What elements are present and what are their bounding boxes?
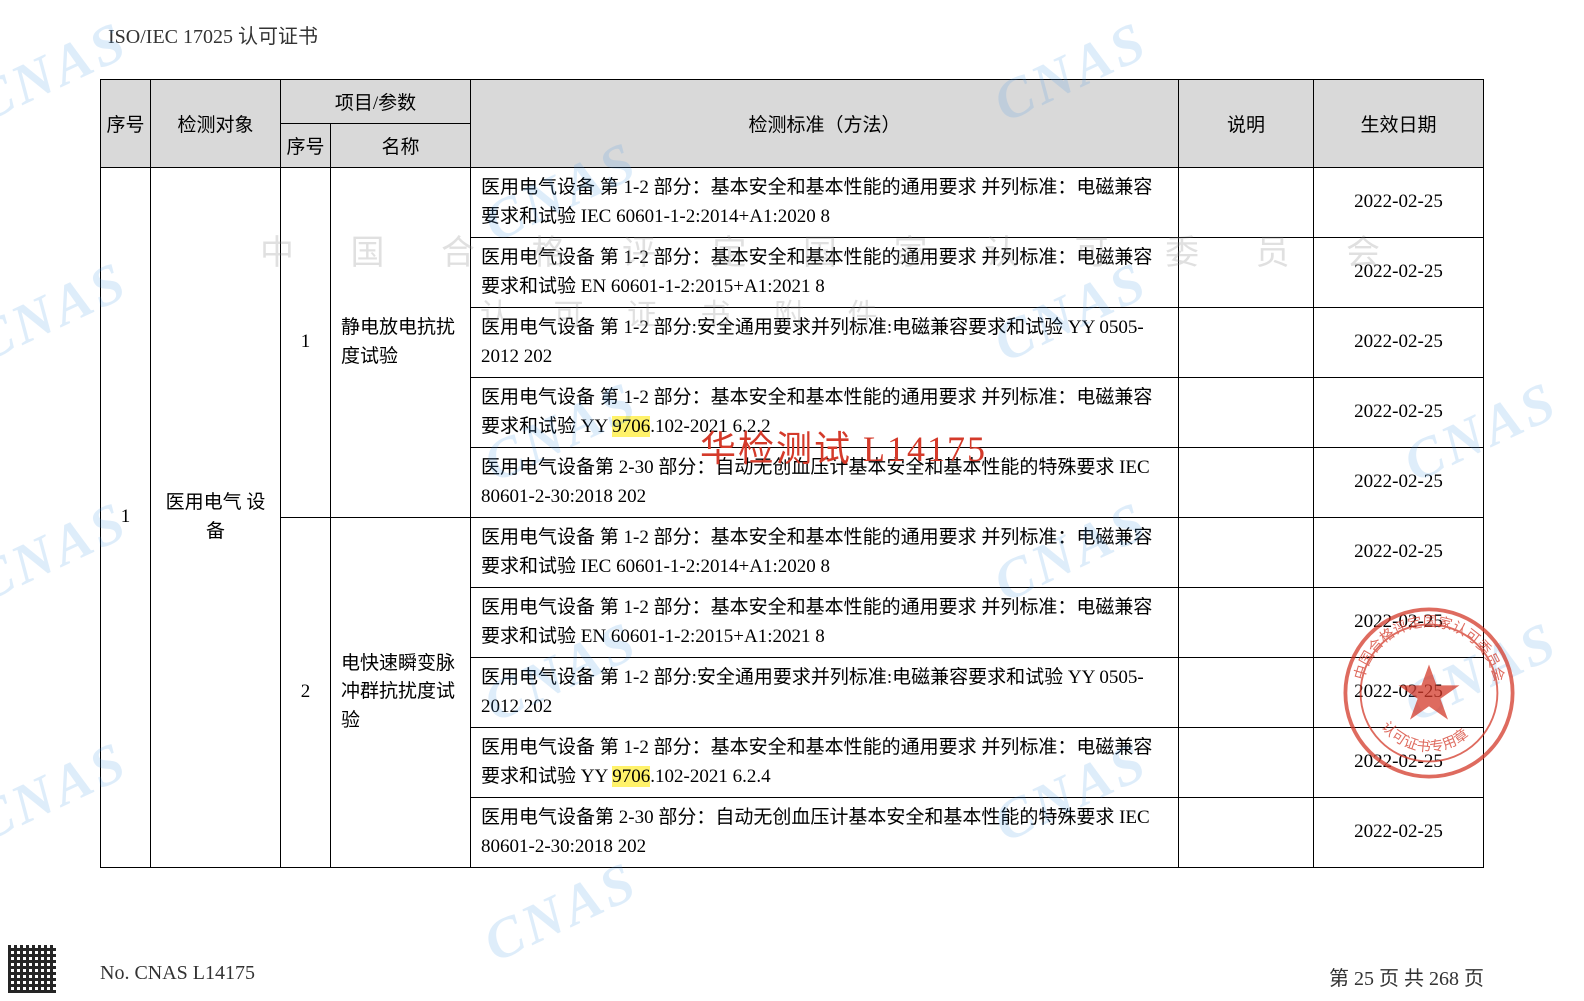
cell-date: 2022-02-25 [1314,588,1484,658]
th-param-name: 名称 [331,124,471,168]
table-body: 1医用电气 设备1静电放电抗扰度试验医用电气设备 第 1-2 部分：基本安全和基… [101,168,1484,868]
cell-date: 2022-02-25 [1314,658,1484,728]
cell-param-name: 电快速瞬变脉冲群抗扰度试验 [331,518,471,868]
cell-param-seq: 2 [281,518,331,868]
cell-standard: 医用电气设备 第 1-2 部分:安全通用要求并列标准:电磁兼容要求和试验 YY … [471,658,1179,728]
doc-title: ISO/IEC 17025 认可证书 [108,20,1484,49]
cell-desc [1179,798,1314,868]
document-page: ISO/IEC 17025 认可证书 CNAS CNAS CNAS CNAS C… [0,0,1584,868]
page-footer: No. CNAS L14175 第 25 页 共 268 页 [0,962,1584,991]
cell-desc [1179,308,1314,378]
cell-date: 2022-02-25 [1314,378,1484,448]
footer-page-no: 第 25 页 共 268 页 [1329,962,1484,991]
highlight-text: 9706 [612,416,650,437]
cell-desc [1179,168,1314,238]
cell-desc [1179,658,1314,728]
footer-cert-no: No. CNAS L14175 [100,962,255,991]
cell-desc [1179,238,1314,308]
cell-desc [1179,588,1314,658]
cell-standard: 医用电气设备 第 1-2 部分：基本安全和基本性能的通用要求 并列标准：电磁兼容… [471,588,1179,658]
cell-standard: 医用电气设备 第 1-2 部分:安全通用要求并列标准:电磁兼容要求和试验 YY … [471,308,1179,378]
cell-standard: 医用电气设备第 2-30 部分：自动无创血压计基本安全和基本性能的特殊要求 IE… [471,448,1179,518]
cell-date: 2022-02-25 [1314,448,1484,518]
cell-desc [1179,378,1314,448]
cell-date: 2022-02-25 [1314,238,1484,308]
table-row: 1医用电气 设备1静电放电抗扰度试验医用电气设备 第 1-2 部分：基本安全和基… [101,168,1484,238]
cell-desc [1179,448,1314,518]
table-row: 2电快速瞬变脉冲群抗扰度试验医用电气设备 第 1-2 部分：基本安全和基本性能的… [101,518,1484,588]
accreditation-table: 序号 检测对象 项目/参数 检测标准（方法） 说明 生效日期 序号 名称 1医用… [100,79,1484,868]
th-standard: 检测标准（方法） [471,80,1179,168]
cell-date: 2022-02-25 [1314,728,1484,798]
cell-date: 2022-02-25 [1314,798,1484,868]
cell-standard: 医用电气设备 第 1-2 部分：基本安全和基本性能的通用要求 并列标准：电磁兼容… [471,728,1179,798]
th-object: 检测对象 [151,80,281,168]
cell-param-name: 静电放电抗扰度试验 [331,168,471,518]
th-seq: 序号 [101,80,151,168]
cell-standard: 医用电气设备 第 1-2 部分：基本安全和基本性能的通用要求 并列标准：电磁兼容… [471,238,1179,308]
table-header: 序号 检测对象 项目/参数 检测标准（方法） 说明 生效日期 序号 名称 [101,80,1484,168]
cell-standard: 医用电气设备 第 1-2 部分：基本安全和基本性能的通用要求 并列标准：电磁兼容… [471,378,1179,448]
th-param-group: 项目/参数 [281,80,471,124]
th-desc: 说明 [1179,80,1314,168]
cell-standard: 医用电气设备 第 1-2 部分：基本安全和基本性能的通用要求 并列标准：电磁兼容… [471,518,1179,588]
th-date: 生效日期 [1314,80,1484,168]
cell-desc [1179,518,1314,588]
cell-standard: 医用电气设备第 2-30 部分：自动无创血压计基本安全和基本性能的特殊要求 IE… [471,798,1179,868]
cell-desc [1179,728,1314,798]
cell-object: 医用电气 设备 [151,168,281,868]
cell-seq: 1 [101,168,151,868]
highlight-text: 9706 [612,766,650,787]
cell-param-seq: 1 [281,168,331,518]
cell-date: 2022-02-25 [1314,168,1484,238]
cell-date: 2022-02-25 [1314,308,1484,378]
cell-date: 2022-02-25 [1314,518,1484,588]
th-param-seq: 序号 [281,124,331,168]
cell-standard: 医用电气设备 第 1-2 部分：基本安全和基本性能的通用要求 并列标准：电磁兼容… [471,168,1179,238]
